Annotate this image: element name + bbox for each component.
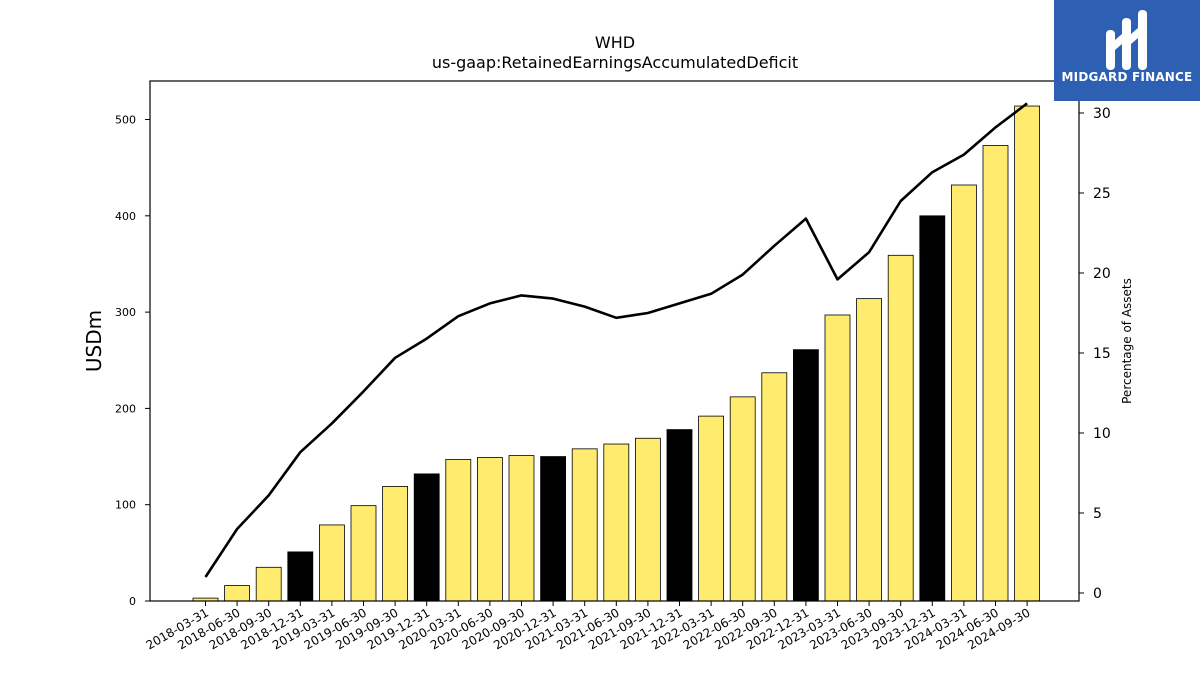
- midgard-finance-logo: MIDGARD FINANCE: [1054, 0, 1200, 101]
- y2-tick-label: 30: [1093, 106, 1111, 122]
- bar: [698, 415, 724, 602]
- bar: [540, 456, 566, 602]
- y2-tick-label: 0: [1093, 586, 1102, 602]
- y2-tick-label: 15: [1093, 346, 1111, 362]
- bar: [635, 437, 661, 602]
- bar: [445, 459, 472, 602]
- y-tick-label: 300: [115, 306, 136, 319]
- y2-tick-label: 20: [1093, 266, 1111, 282]
- bar: [571, 448, 598, 602]
- bar: [224, 585, 251, 602]
- y-tick-label: 400: [115, 210, 136, 223]
- y2-tick-label: 5: [1093, 506, 1102, 522]
- y-tick-label: 200: [115, 402, 136, 415]
- y2-tick-label: 10: [1093, 426, 1111, 442]
- bar: [887, 254, 914, 602]
- bar-group: [192, 105, 1040, 602]
- bar: [476, 457, 503, 602]
- bar: [982, 145, 1009, 602]
- y2-axis-label: Percentage of Assets: [1120, 278, 1134, 404]
- logo-mark-icon: [1106, 10, 1147, 70]
- bar: [603, 443, 630, 602]
- bar: [508, 455, 535, 602]
- chart-title: WHD: [595, 33, 635, 52]
- bar: [729, 396, 756, 602]
- bar: [255, 566, 282, 602]
- y2-axis: 0 5 10 15 20 25 30: [1079, 106, 1111, 602]
- bar: [1014, 105, 1040, 602]
- bar: [666, 429, 693, 602]
- bar: [413, 473, 440, 602]
- y-axis-label: USDm: [82, 310, 106, 372]
- x-axis: 2018-03-312018-06-302018-09-302018-12-31…: [144, 601, 1033, 652]
- y-tick-label: 500: [115, 114, 136, 127]
- bar: [318, 524, 345, 602]
- y2-tick-label: 25: [1093, 186, 1111, 202]
- bar: [287, 551, 314, 602]
- chart-subtitle: us-gaap:RetainedEarningsAccumulatedDefic…: [432, 53, 798, 72]
- logo-text: MIDGARD FINANCE: [1061, 70, 1193, 84]
- bar: [951, 184, 977, 602]
- y-tick-label: 0: [129, 595, 136, 608]
- bar: [824, 314, 851, 602]
- bar: [761, 372, 788, 602]
- line-group: [204, 102, 1028, 578]
- bar: [350, 505, 377, 602]
- y-axis: 0 100 200 300 400 500: [115, 114, 150, 608]
- bar: [919, 215, 946, 602]
- y-tick-label: 100: [115, 499, 136, 512]
- bar: [382, 486, 409, 602]
- bar: [856, 298, 882, 602]
- plot-frame: [149, 80, 1080, 602]
- bar: [793, 349, 819, 602]
